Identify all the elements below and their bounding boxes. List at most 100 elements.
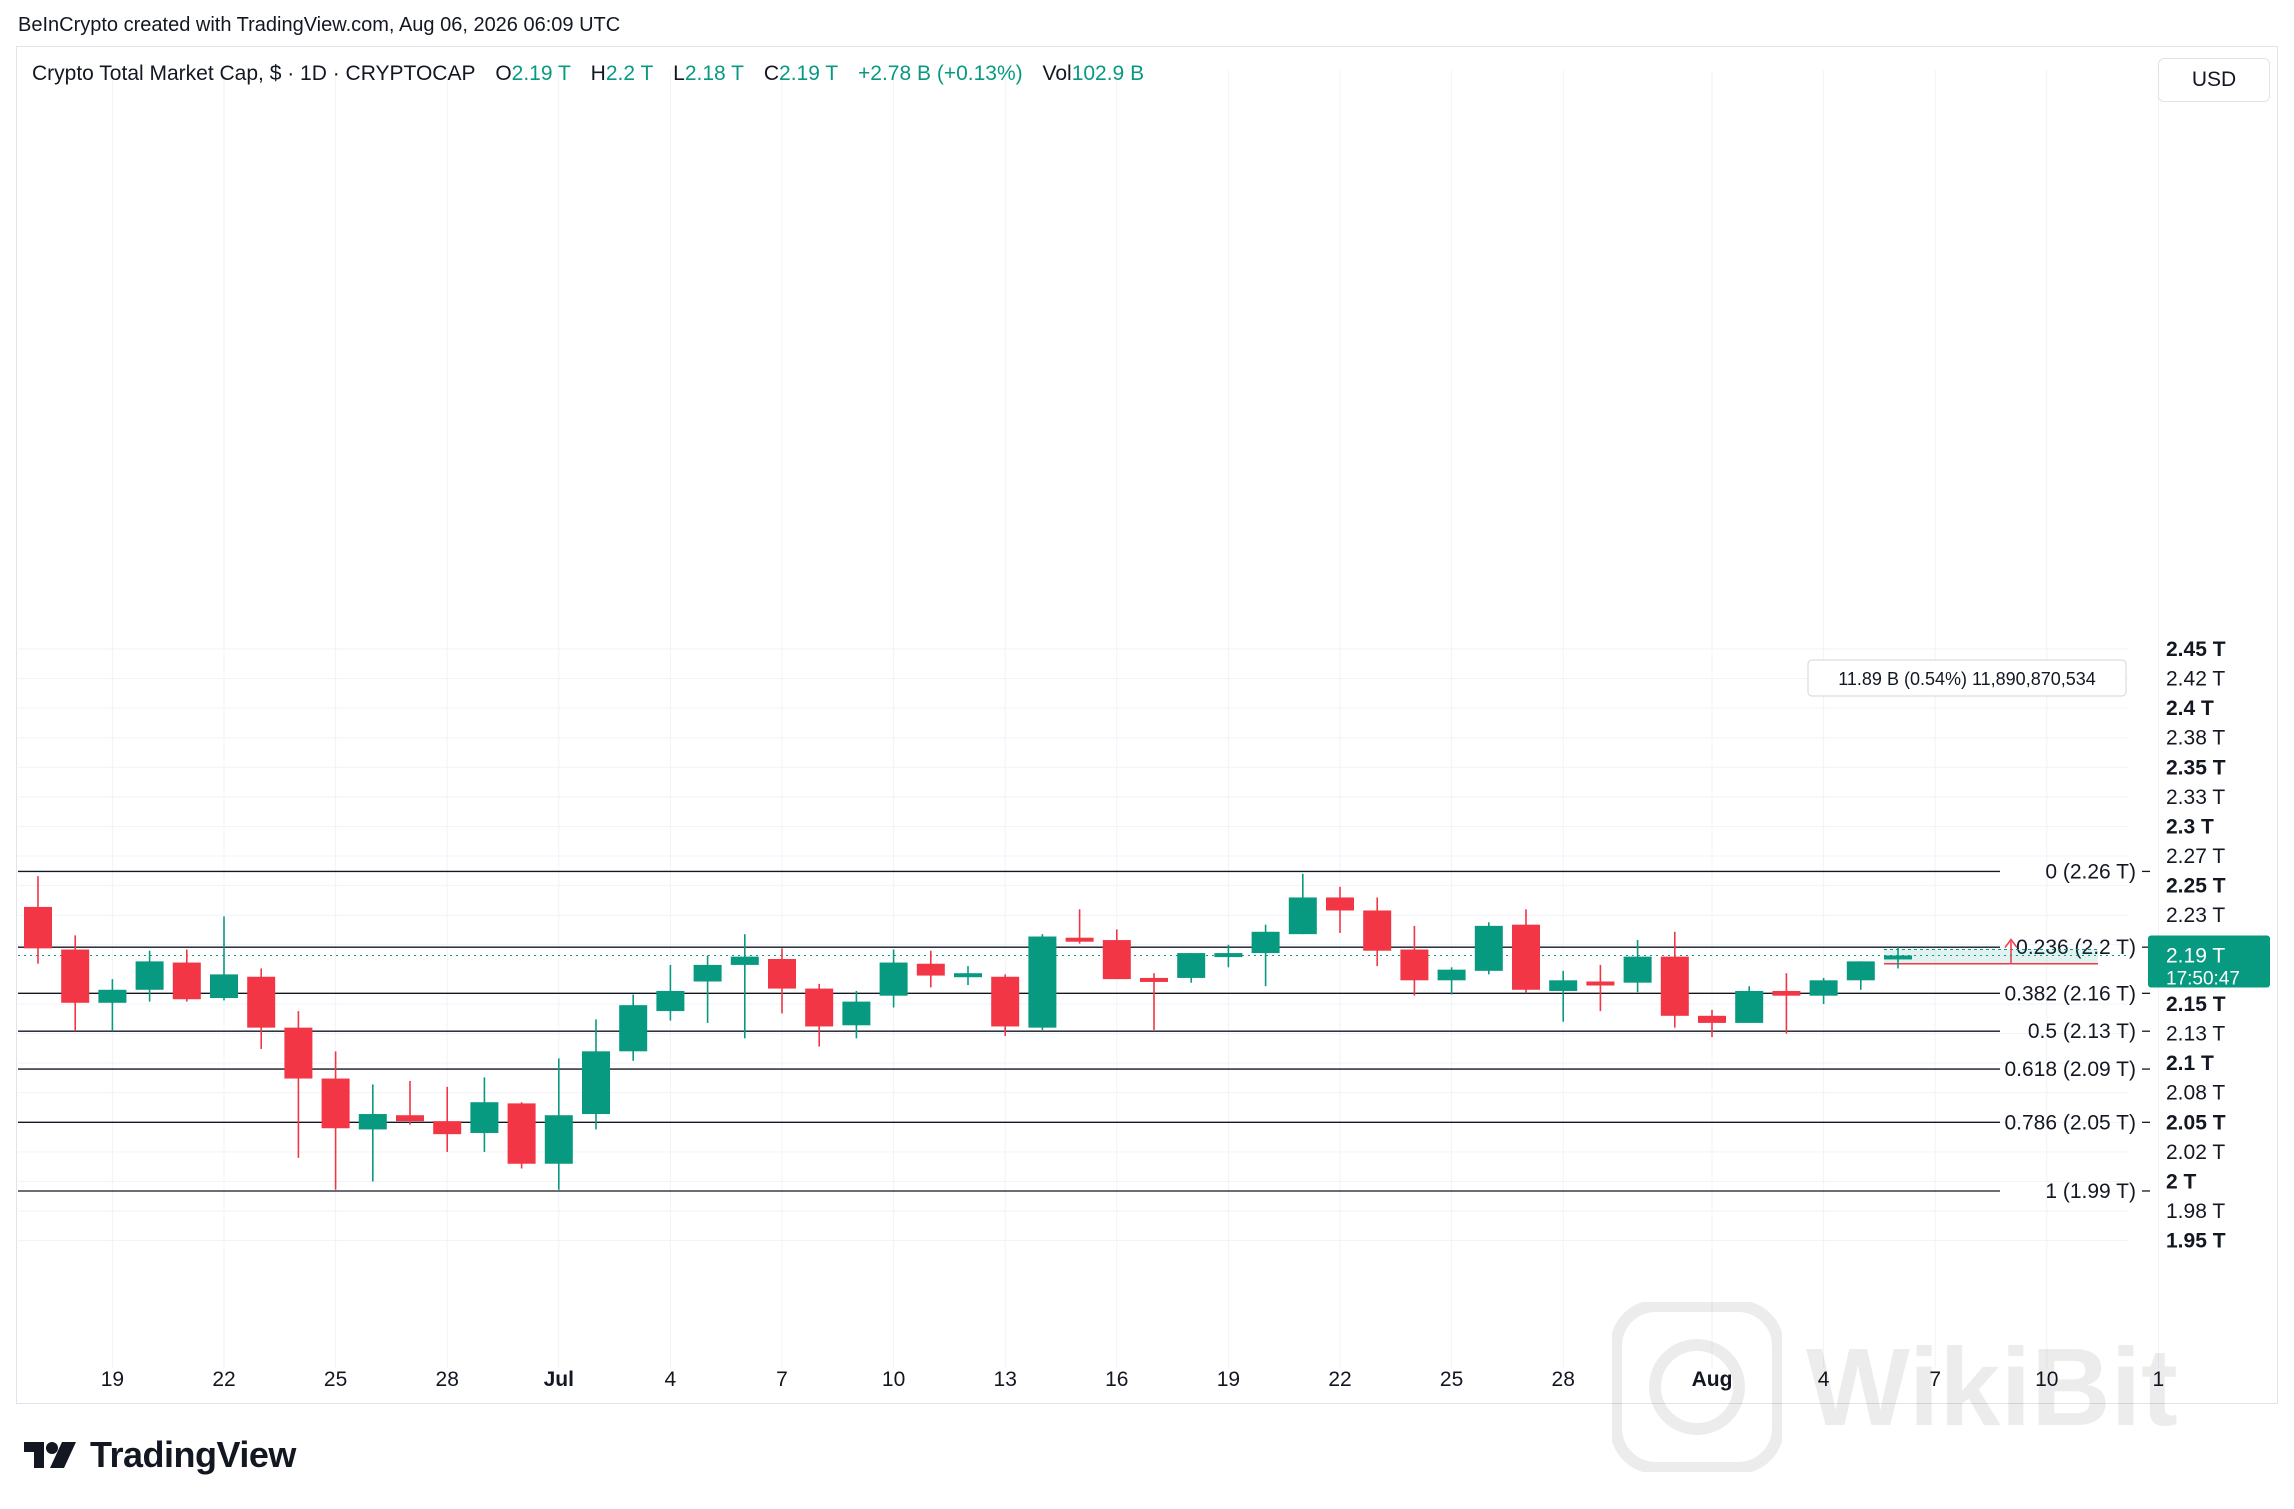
measure-arrow-head xyxy=(2004,938,2018,948)
time-tick-label: 13 xyxy=(994,1368,1017,1391)
price-tick-label: 2.08 T xyxy=(2166,1082,2225,1105)
candle-up xyxy=(582,1051,610,1115)
time-tick-label: 22 xyxy=(1328,1368,1351,1391)
time-tick-label: Aug xyxy=(1692,1368,1733,1391)
bar-countdown: 17:50:47 xyxy=(2166,968,2240,989)
price-tick-label: 2.25 T xyxy=(2166,875,2226,898)
tradingview-logo[interactable]: TradingView xyxy=(22,1434,296,1476)
close-value: 2.19 T xyxy=(779,62,839,85)
candle-down xyxy=(24,906,52,949)
currency-button[interactable]: USD xyxy=(2158,58,2270,102)
price-tick-label: 2 T xyxy=(2166,1171,2197,1194)
fib-level-label: 1 (1.99 T) xyxy=(2045,1180,2136,1203)
price-range-measure: 11.89 B (0.54%) 11,890,870,534 xyxy=(18,659,2128,965)
price-tick-label: 2.02 T xyxy=(2166,1141,2225,1164)
time-tick-label: Jul xyxy=(544,1368,574,1391)
wikibit-logo-icon xyxy=(1612,1302,1782,1472)
chart-frame xyxy=(16,46,2278,1404)
candle-down xyxy=(284,1027,313,1079)
candle-up xyxy=(619,1005,648,1052)
price-tick-label: 2.38 T xyxy=(2166,727,2225,750)
candle-up xyxy=(1623,956,1652,983)
measure-label: 11.89 B (0.54%) 11,890,870,534 xyxy=(1838,669,2096,689)
candle-down xyxy=(1326,897,1354,911)
last-price-badge xyxy=(2148,935,2270,988)
symbol-legend: Crypto Total Market Cap, $ · 1D · CRYPTO… xyxy=(32,62,1144,86)
symbol-title: Crypto Total Market Cap, $ · 1D · CRYPTO… xyxy=(32,62,476,85)
time-tick-label: 10 xyxy=(2035,1368,2058,1391)
candle-up xyxy=(656,990,685,1012)
candle-down xyxy=(768,959,796,989)
price-tick-label: 2.23 T xyxy=(2166,904,2225,927)
candle-down xyxy=(433,1121,462,1135)
high-value: 2.2 T xyxy=(605,62,654,85)
candle-up xyxy=(358,1114,387,1130)
price-axis: 2.45 T 2.42 T 2.4 T 2.38 T 2.35 T 2.33 T 2.3 T… xyxy=(2148,638,2270,1253)
candle-down xyxy=(1065,937,1094,942)
candle-down xyxy=(507,1103,536,1164)
candle-down xyxy=(172,962,201,1000)
candle-down xyxy=(1586,981,1615,986)
candle-down xyxy=(805,988,834,1027)
price-tick-label: 2.1 T xyxy=(2166,1052,2214,1075)
time-tick-label: 25 xyxy=(324,1368,347,1391)
candle-up xyxy=(98,989,127,1003)
candle-up xyxy=(1028,936,1057,1028)
wikibit-watermark: WikiBit xyxy=(1612,1302,2178,1472)
candle-up xyxy=(730,956,759,965)
currency-label: USD xyxy=(2191,68,2237,91)
fib-level-label: 0.618 (2.09 T) xyxy=(2004,1058,2136,1081)
candle-up xyxy=(693,964,722,982)
candle-down xyxy=(61,949,90,1003)
time-tick-label: 7 xyxy=(1929,1368,1941,1391)
open-value: 2.19 T xyxy=(511,62,571,85)
candle-down xyxy=(247,976,276,1028)
close-label: C xyxy=(763,62,780,85)
fib-level-label: 0.5 (2.13 T) xyxy=(2028,1020,2136,1043)
candle-up xyxy=(1177,953,1206,978)
price-tick-label: 1.95 T xyxy=(2166,1230,2226,1253)
grid-lines xyxy=(18,70,2159,1368)
candle-up xyxy=(1884,955,1912,960)
price-tick-label: 2.13 T xyxy=(2166,1023,2225,1046)
price-tick-label: 2.45 T xyxy=(2166,638,2226,661)
time-tick-label: 28 xyxy=(1552,1368,1575,1391)
price-tick-label: 2.35 T xyxy=(2166,756,2226,779)
fib-level-label: 0.382 (2.16 T) xyxy=(2004,982,2136,1005)
candle-down xyxy=(991,976,1020,1027)
fib-level-label: 0.236 (2.2 T) xyxy=(2016,936,2136,959)
volume-value: 102.9 B xyxy=(1071,62,1145,85)
candle-up xyxy=(1437,969,1466,981)
watermark-text: WikiBit xyxy=(1806,1325,2178,1449)
change-value: +2.78 B (+0.13%) xyxy=(858,62,1023,85)
price-tick-label: 2.33 T xyxy=(2166,786,2225,809)
candle-up xyxy=(1474,925,1503,971)
last-price-value: 2.19 T xyxy=(2166,944,2225,967)
candle-up xyxy=(135,961,164,990)
price-tick-label: 2.42 T xyxy=(2166,668,2225,691)
candle-up xyxy=(1251,931,1280,954)
price-tick-label: 2.3 T xyxy=(2166,815,2214,838)
candle-up xyxy=(1809,980,1838,996)
candle-up xyxy=(954,973,982,978)
price-tick-label: 2.4 T xyxy=(2166,697,2214,720)
candle-down xyxy=(1698,1015,1726,1023)
price-tick-label: 1.98 T xyxy=(2166,1200,2225,1223)
price-tick-label: 2.15 T xyxy=(2166,993,2226,1016)
low-label: L xyxy=(673,62,685,85)
time-tick-label: 19 xyxy=(1217,1368,1240,1391)
time-tick-label: 7 xyxy=(776,1368,788,1391)
time-tick-label: 4 xyxy=(1818,1368,1830,1391)
fib-level-label: 0 (2.26 T) xyxy=(2045,860,2136,883)
candle-down xyxy=(1102,940,1131,980)
candle-up xyxy=(210,974,238,999)
candle-up xyxy=(879,962,908,996)
time-tick-label: 16 xyxy=(1105,1368,1128,1391)
candle-up xyxy=(842,1001,871,1026)
tradingview-icon xyxy=(24,1442,76,1468)
candle-up xyxy=(1846,961,1875,981)
price-tick-label: 2.27 T xyxy=(2166,845,2225,868)
time-tick-label: 28 xyxy=(436,1368,459,1391)
time-tick-label: 25 xyxy=(1440,1368,1463,1391)
